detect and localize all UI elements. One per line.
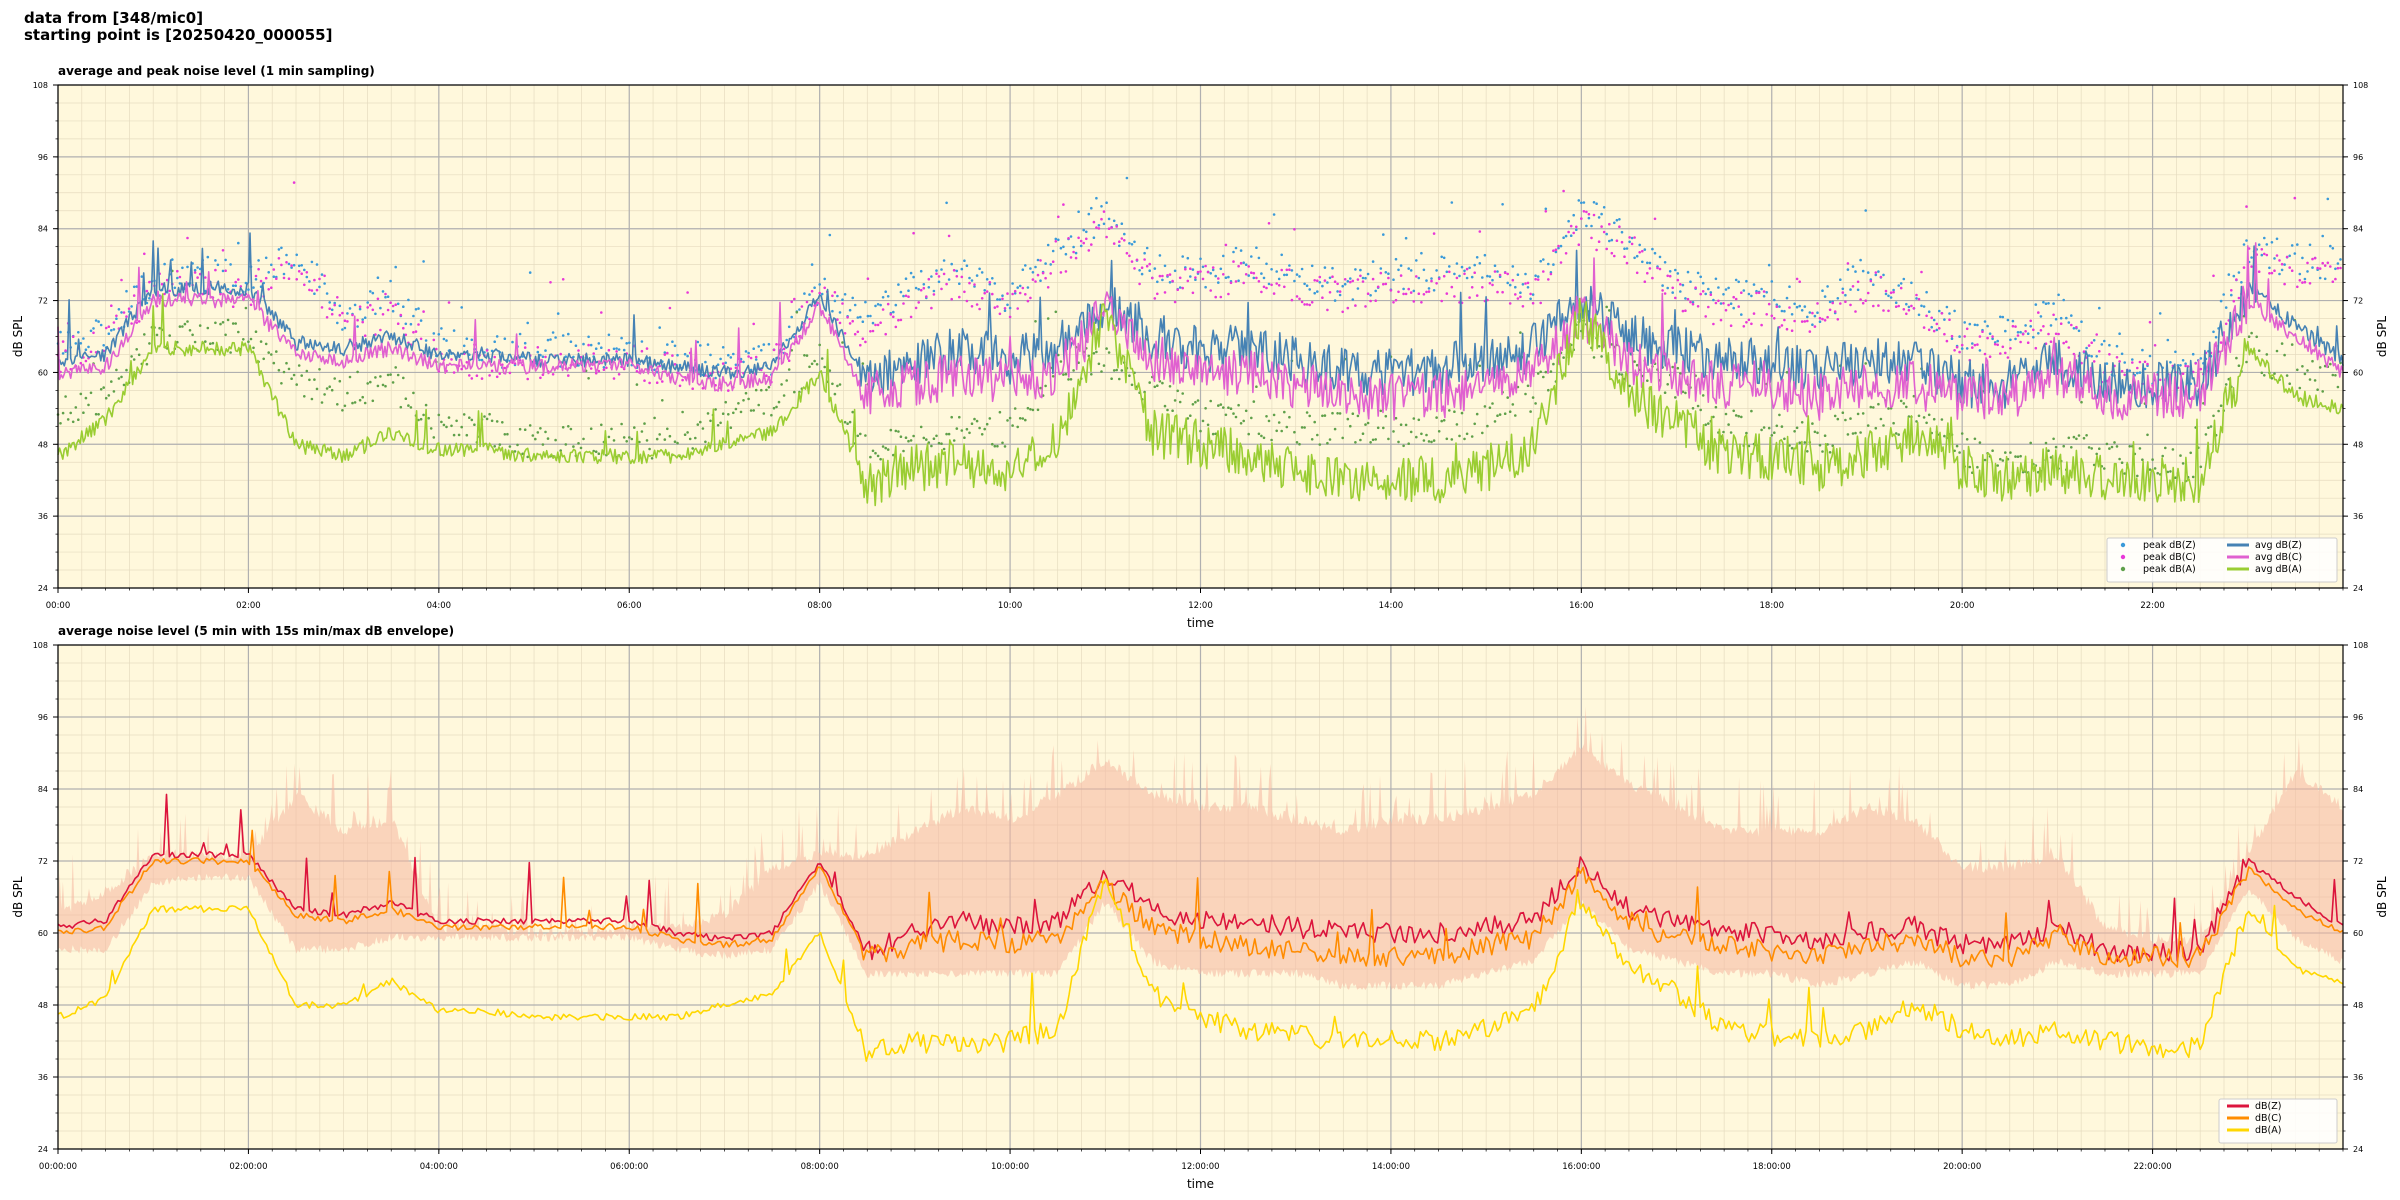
x-tick-label: 12:00:00 [1181, 1162, 1219, 1172]
x-tick-label: 06:00:00 [610, 1162, 648, 1172]
y-tick-label-right: 108 [2353, 641, 2368, 650]
chart-title: average noise level (5 min with 15s min/… [58, 624, 454, 638]
x-tick-label: 02:00 [236, 601, 261, 611]
x-tick-label: 08:00:00 [801, 1162, 839, 1172]
x-tick-label: 00:00:00 [39, 1162, 77, 1172]
legend-marker [2120, 542, 2126, 548]
x-tick-label: 20:00 [1950, 601, 1975, 611]
chart-title: average and peak noise level (1 min samp… [58, 64, 375, 78]
chart-panel-2: 24 24 36 36 48 48 60 60 72 72 84 84 96 96 108 108 00:00:… [11, 624, 2389, 1191]
y-tick-label-right: 72 [2353, 857, 2363, 866]
series-avg-db-z-line [57, 232, 2344, 409]
y-tick-label-left: 72 [38, 857, 48, 866]
x-tick-label: 02:00:00 [229, 1162, 267, 1172]
x-tick-label: 06:00 [617, 601, 642, 611]
legend-label: dB(C) [2255, 1113, 2282, 1124]
x-tick-label: 10:00:00 [991, 1162, 1029, 1172]
y-tick-label-right: 24 [2353, 1145, 2363, 1154]
x-tick-label: 08:00 [807, 601, 832, 611]
y-tick-label-left: 84 [38, 785, 48, 794]
y-tick-label-left: 48 [38, 440, 48, 449]
y-tick-label-left: 96 [38, 153, 48, 162]
legend-label: peak dB(C) [2143, 552, 2196, 563]
y-tick-label-right: 36 [2353, 512, 2363, 521]
legend-marker [2120, 566, 2126, 572]
y-tick-label-right: 84 [2353, 225, 2363, 234]
y-tick-label-left: 48 [38, 1001, 48, 1010]
series-avg-db-a-line [57, 293, 2344, 507]
x-tick-label: 12:00 [1188, 601, 1213, 611]
legend-marker [2120, 554, 2126, 560]
y-axis-label-left: dB SPL [11, 316, 25, 358]
legend-label: dB(A) [2255, 1125, 2281, 1136]
y-axis-label-left: dB SPL [11, 876, 25, 918]
y-tick-label-right: 24 [2353, 584, 2363, 593]
x-tick-label: 14:00 [1379, 601, 1404, 611]
series-db-c-line [57, 829, 2344, 968]
x-tick-label: 04:00 [427, 601, 452, 611]
y-tick-label-left: 60 [38, 368, 48, 377]
x-tick-label: 14:00:00 [1372, 1162, 1410, 1172]
y-tick-label-left: 96 [38, 713, 48, 722]
x-tick-label: 18:00:00 [1753, 1162, 1791, 1172]
legend-box [2106, 537, 2338, 583]
y-tick-label-right: 96 [2353, 713, 2363, 722]
x-axis-label: time [1187, 616, 1214, 630]
y-tick-label-right: 48 [2353, 1001, 2363, 1010]
header-starting-point: starting point is [20250420_000055] [24, 26, 333, 44]
x-tick-label: 16:00 [1569, 601, 1594, 611]
y-tick-label-right: 96 [2353, 153, 2363, 162]
y-tick-label-left: 60 [38, 929, 48, 938]
legend-label: avg dB(C) [2255, 552, 2302, 563]
y-tick-label-right: 72 [2353, 297, 2363, 306]
y-tick-label-left: 108 [33, 641, 48, 650]
y-tick-label-right: 60 [2353, 929, 2363, 938]
x-axis-label: time [1187, 1177, 1214, 1191]
y-tick-label-left: 36 [38, 1073, 48, 1082]
y-tick-label-left: 108 [33, 81, 48, 90]
y-tick-label-left: 72 [38, 297, 48, 306]
series-db-a-line [57, 878, 2344, 1062]
series-avg-db-c-line [57, 242, 2344, 421]
x-tick-label: 20:00:00 [1943, 1162, 1981, 1172]
legend: dB(Z)dB(C)dB(A) [2218, 1098, 2338, 1144]
y-tick-label-right: 108 [2353, 81, 2368, 90]
x-tick-label: 18:00 [1760, 601, 1785, 611]
y-tick-label-right: 36 [2353, 1073, 2363, 1082]
legend-label: avg dB(Z) [2255, 540, 2302, 551]
y-tick-label-left: 84 [38, 225, 48, 234]
y-tick-label-right: 48 [2353, 440, 2363, 449]
header-data-source: data from [348/mic0] [24, 9, 204, 27]
y-tick-label-right: 84 [2353, 785, 2363, 794]
legend-label: peak dB(A) [2143, 564, 2196, 575]
chart-panel-1: 24 24 36 36 48 48 60 60 72 72 84 84 96 96 108 108 00:00 0… [11, 64, 2389, 630]
legend-label: avg dB(A) [2255, 564, 2302, 575]
y-tick-label-left: 24 [38, 1145, 48, 1154]
x-tick-label: 22:00:00 [2133, 1162, 2171, 1172]
y-tick-label-left: 24 [38, 584, 48, 593]
x-tick-label: 16:00:00 [1562, 1162, 1600, 1172]
legend-label: dB(Z) [2255, 1101, 2281, 1112]
y-tick-label-left: 36 [38, 512, 48, 521]
legend-box [2218, 1098, 2338, 1144]
y-axis-label-right: dB SPL [2375, 876, 2389, 918]
legend: peak dB(Z)peak dB(C)peak dB(A)avg dB(Z)a… [2106, 537, 2338, 583]
x-tick-label: 10:00 [998, 601, 1023, 611]
y-tick-label-right: 60 [2353, 368, 2363, 377]
x-tick-label: 04:00:00 [420, 1162, 458, 1172]
legend-label: peak dB(Z) [2143, 540, 2196, 551]
y-axis-label-right: dB SPL [2375, 316, 2389, 358]
series-db-z-line [57, 793, 2344, 963]
envelope-band [58, 706, 2343, 990]
x-tick-label: 00:00 [46, 601, 71, 611]
x-tick-label: 22:00 [2140, 601, 2165, 611]
